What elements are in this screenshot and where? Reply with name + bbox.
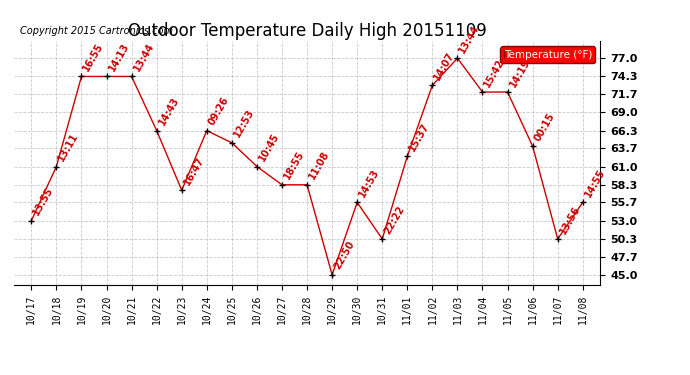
Text: 14:53: 14:53 [357, 167, 382, 199]
Text: 10:45: 10:45 [257, 131, 281, 163]
Text: 14:55: 14:55 [583, 167, 607, 199]
Text: 09:26: 09:26 [207, 95, 231, 127]
Text: 22:50: 22:50 [332, 240, 356, 272]
Text: 00:15: 00:15 [533, 111, 557, 143]
Text: 15:42: 15:42 [482, 57, 506, 88]
Text: 16:55: 16:55 [81, 41, 106, 73]
Text: 14:19: 14:19 [508, 57, 532, 88]
Text: 22:22: 22:22 [382, 204, 406, 236]
Text: 14:13: 14:13 [106, 41, 130, 73]
Text: 14:07: 14:07 [433, 50, 457, 82]
Text: 15:37: 15:37 [407, 121, 431, 153]
Text: 13:55: 13:55 [31, 186, 55, 217]
Text: 14:43: 14:43 [157, 95, 181, 127]
Text: 12:53: 12:53 [232, 108, 256, 140]
Text: 18:55: 18:55 [282, 150, 306, 182]
Legend: Temperature (°F): Temperature (°F) [500, 46, 595, 63]
Text: 11:08: 11:08 [307, 150, 331, 182]
Text: 13:56: 13:56 [558, 204, 582, 236]
Text: 13:44: 13:44 [132, 41, 156, 73]
Text: Copyright 2015 Cartronics.com: Copyright 2015 Cartronics.com [19, 26, 172, 36]
Text: 16:47: 16:47 [181, 155, 206, 187]
Text: 13:44: 13:44 [457, 23, 482, 55]
Title: Outdoor Temperature Daily High 20151109: Outdoor Temperature Daily High 20151109 [128, 22, 486, 40]
Text: 13:11: 13:11 [57, 131, 81, 163]
